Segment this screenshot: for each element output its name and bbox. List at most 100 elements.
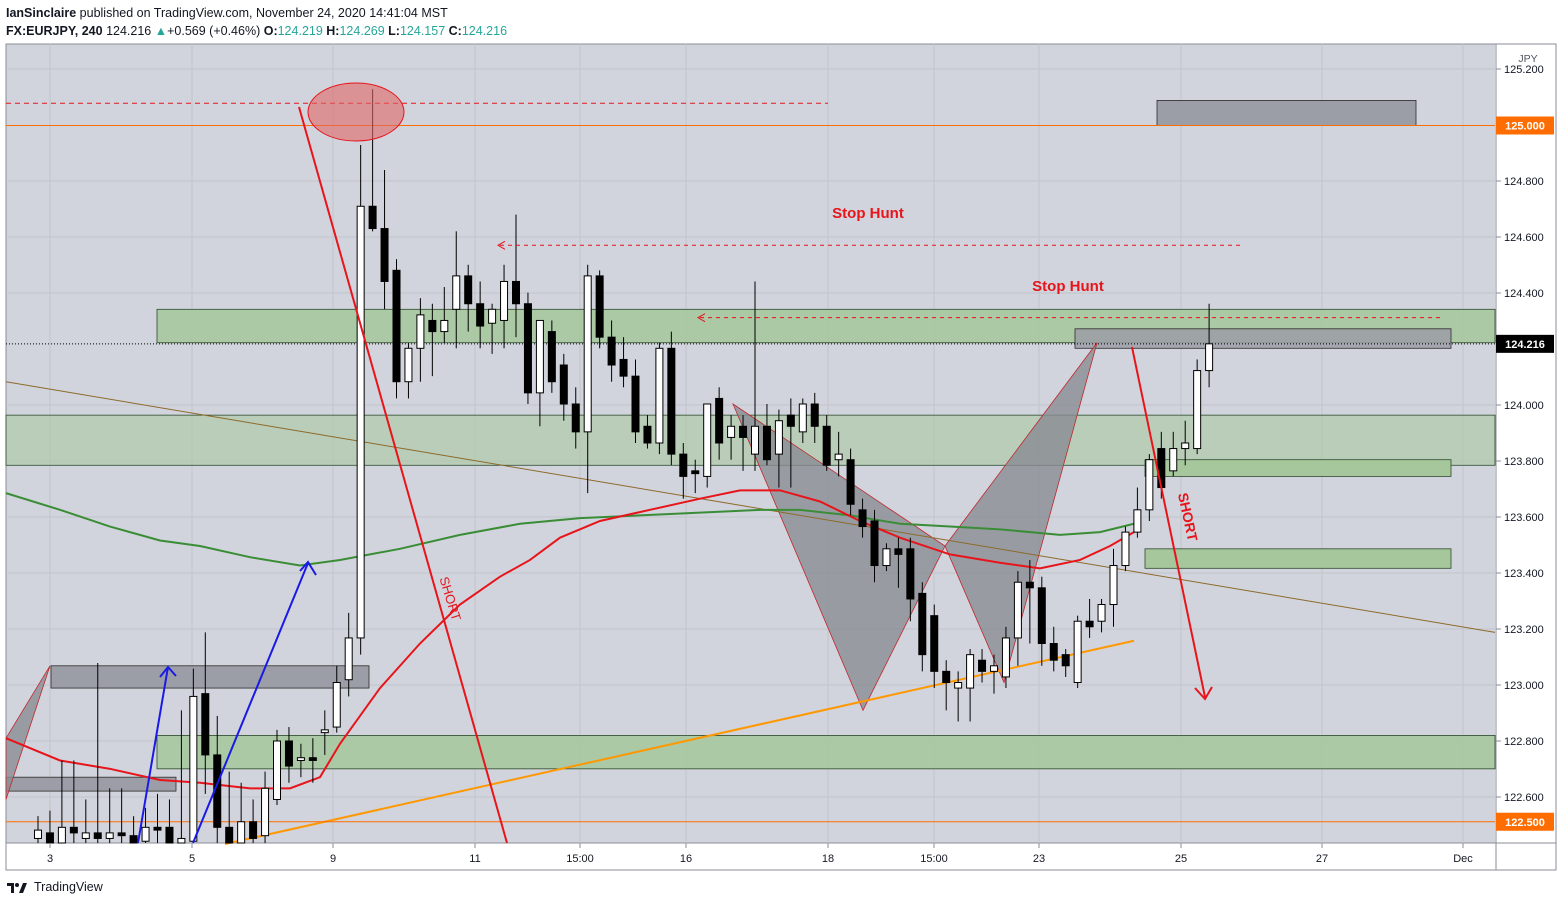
candles xyxy=(34,89,1214,844)
candle-body xyxy=(308,757,317,761)
brand-name[interactable]: TradingView xyxy=(34,880,103,894)
price-tag-label: 124.216 xyxy=(1505,339,1545,351)
candle-body xyxy=(523,303,532,394)
moving-average-red xyxy=(5,489,1135,790)
candle-body xyxy=(655,347,664,444)
candle-body xyxy=(93,832,102,839)
candle-body xyxy=(858,509,867,528)
candle-body xyxy=(488,308,497,324)
y-tick-label: 122.600 xyxy=(1504,792,1544,804)
triangle-up-icon: ▲ xyxy=(154,24,168,38)
candle-body xyxy=(284,740,293,767)
candle-body xyxy=(990,665,998,672)
arrow-left-icon xyxy=(496,240,506,250)
x-tick-label: 23 xyxy=(1033,853,1045,865)
candle-body xyxy=(1205,343,1214,372)
candle-body xyxy=(69,826,78,834)
candle-body xyxy=(165,826,174,844)
candle-body xyxy=(296,757,305,761)
blue-impulse-line-1 xyxy=(137,666,169,844)
candle-body xyxy=(153,826,162,831)
candle-body xyxy=(954,682,963,689)
candle-body xyxy=(356,205,365,639)
candle-body xyxy=(404,347,413,383)
candle-body xyxy=(870,520,879,567)
y-tick-label: 123.000 xyxy=(1504,680,1544,692)
candle-body xyxy=(846,459,855,505)
candle-body xyxy=(105,832,114,839)
candle-body xyxy=(595,275,604,338)
candle-body xyxy=(34,829,42,839)
blue-impulse-line-2 xyxy=(192,562,309,844)
candle-body xyxy=(547,331,556,383)
candle-body xyxy=(619,358,628,377)
candle-body xyxy=(1025,581,1034,589)
candle-body xyxy=(1061,654,1070,667)
y-tick-label: 124.600 xyxy=(1504,232,1544,244)
close-value: 124.216 xyxy=(461,24,508,38)
candle-body xyxy=(1121,531,1130,567)
candle-body xyxy=(571,403,580,433)
author-name[interactable]: IanSinclaire xyxy=(6,6,77,20)
arrow-up-icon xyxy=(299,560,317,576)
candle-body xyxy=(739,425,748,438)
high-value: 124.269 xyxy=(339,24,385,38)
candle-body xyxy=(631,375,640,433)
last-price: 124.216 xyxy=(106,24,152,38)
open-label: O: xyxy=(263,24,278,38)
candle-body xyxy=(1145,459,1154,511)
candle-body xyxy=(273,740,281,800)
candle-body xyxy=(1085,620,1094,628)
y-axis-labels: 125.200 124.800 124.600 124.400 124.000 123.8… xyxy=(1496,64,1554,831)
footer: TradingView xyxy=(6,880,103,894)
arrow-left-icon xyxy=(696,313,706,323)
candle-body xyxy=(703,403,712,477)
candle-body xyxy=(1157,448,1166,489)
candle-body xyxy=(189,695,198,842)
candle-body xyxy=(786,414,795,427)
supply-zone xyxy=(156,308,1496,344)
candle-body xyxy=(177,837,186,844)
x-tick-label: 15:00 xyxy=(566,853,594,865)
symbol-label[interactable]: FX:EURJPY, 240 xyxy=(6,24,103,38)
candle-body xyxy=(201,693,210,756)
x-tick-label: 27 xyxy=(1316,853,1328,865)
price-tag xyxy=(1496,116,1554,135)
price-axis[interactable] xyxy=(1496,44,1556,843)
candle-body xyxy=(810,403,819,427)
candle-body xyxy=(774,420,783,455)
candle-body xyxy=(129,835,138,844)
candle-body xyxy=(559,364,568,405)
candle-body xyxy=(1049,643,1058,661)
candle-body xyxy=(237,821,246,844)
x-tick-label: 15:00 xyxy=(920,853,948,865)
chart-header: IanSinclaire published on TradingView.co… xyxy=(6,4,507,40)
stop-hunt-label: Stop Hunt xyxy=(832,205,904,222)
candle-body xyxy=(930,615,939,672)
short-arrow-line xyxy=(1131,346,1206,698)
price-tag xyxy=(1496,812,1554,831)
candle-body xyxy=(679,453,688,477)
candle-body xyxy=(45,832,54,844)
candle-body xyxy=(320,729,329,734)
x-tick-label: 9 xyxy=(330,853,336,865)
pattern-triangle-left xyxy=(5,665,51,800)
candle-body xyxy=(1109,565,1118,606)
pattern-triangle-bcd xyxy=(944,342,1098,684)
moving-average-green xyxy=(5,492,1135,567)
candle-body xyxy=(1013,581,1022,639)
x-axis-labels: 3 5 9 11 15:00 16 18 15:00 23 25 27 Dec xyxy=(47,843,1473,865)
open-value: 124.219 xyxy=(277,24,323,38)
candle-body xyxy=(261,787,270,837)
y-tick-label: 123.800 xyxy=(1504,456,1544,468)
harmonic-pattern xyxy=(5,342,1098,800)
candle-body xyxy=(141,826,150,842)
arrow-down-icon xyxy=(1194,686,1213,701)
currency-label: JPY xyxy=(1518,53,1537,65)
candle-body xyxy=(727,425,736,438)
stop-hunt-label: Stop Hunt xyxy=(1032,278,1104,295)
low-value: 124.157 xyxy=(399,24,446,38)
publish-info: published on TradingView.com, November 2… xyxy=(79,6,448,20)
arrow-up-icon xyxy=(159,665,177,678)
